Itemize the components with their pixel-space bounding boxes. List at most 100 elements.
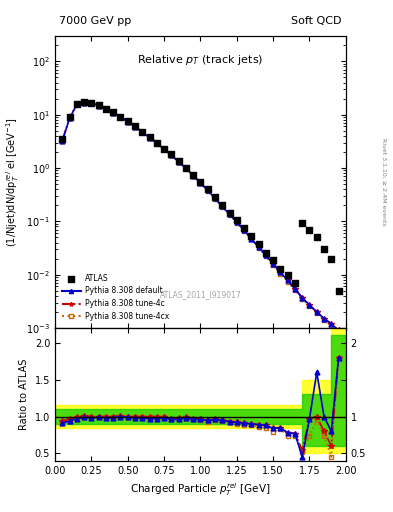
Pythia 8.308 tune-4c xyxy=(278,269,283,275)
ATLAS xyxy=(103,104,109,113)
Pythia 8.308 default xyxy=(133,124,138,130)
Pythia 8.308 tune-4c xyxy=(322,315,327,322)
Pythia 8.308 tune-4c xyxy=(263,252,268,259)
ATLAS xyxy=(314,233,320,242)
Pythia 8.308 tune-4c xyxy=(314,309,319,315)
Pythia 8.308 tune-4cx xyxy=(67,115,72,121)
ATLAS xyxy=(154,138,160,146)
Pythia 8.308 tune-4c xyxy=(147,134,152,140)
Pythia 8.308 default xyxy=(82,99,86,105)
ATLAS xyxy=(132,122,138,131)
Pythia 8.308 tune-4c xyxy=(140,129,145,135)
Pythia 8.308 default xyxy=(191,173,196,179)
Legend: ATLAS, Pythia 8.308 default, Pythia 8.308 tune-4c, Pythia 8.308 tune-4cx: ATLAS, Pythia 8.308 default, Pythia 8.30… xyxy=(59,271,172,324)
Pythia 8.308 tune-4cx xyxy=(191,173,196,179)
Pythia 8.308 tune-4cx xyxy=(227,211,232,218)
Pythia 8.308 tune-4c xyxy=(125,118,130,124)
Pythia 8.308 tune-4cx xyxy=(111,110,116,116)
Pythia 8.308 default xyxy=(118,114,123,120)
Pythia 8.308 tune-4c xyxy=(213,195,217,201)
Pythia 8.308 tune-4cx xyxy=(249,236,254,242)
Pythia 8.308 default xyxy=(184,165,188,172)
Pythia 8.308 default xyxy=(242,227,246,233)
Pythia 8.308 tune-4cx xyxy=(336,330,341,336)
ATLAS xyxy=(248,232,255,241)
Pythia 8.308 default xyxy=(198,180,203,186)
Pythia 8.308 tune-4c xyxy=(75,101,79,107)
Pythia 8.308 default xyxy=(220,203,225,209)
Pythia 8.308 tune-4cx xyxy=(104,105,108,112)
Pythia 8.308 tune-4cx xyxy=(82,99,86,105)
Pythia 8.308 tune-4cx xyxy=(213,196,217,202)
Pythia 8.308 tune-4c xyxy=(336,327,341,333)
Pythia 8.308 default xyxy=(278,269,283,275)
Pythia 8.308 default xyxy=(111,110,116,116)
ATLAS xyxy=(219,201,226,209)
Pythia 8.308 tune-4c xyxy=(111,110,116,116)
ATLAS xyxy=(117,113,123,121)
ATLAS xyxy=(59,135,65,143)
Text: Rivet 3.1.10; ≥ 2.4M events: Rivet 3.1.10; ≥ 2.4M events xyxy=(381,138,386,226)
Pythia 8.308 tune-4cx xyxy=(125,118,130,124)
Pythia 8.308 default xyxy=(75,101,79,108)
Pythia 8.308 tune-4cx xyxy=(300,296,305,302)
Pythia 8.308 tune-4c xyxy=(162,145,167,152)
Pythia 8.308 tune-4cx xyxy=(314,310,319,316)
ATLAS xyxy=(270,255,276,264)
Pythia 8.308 tune-4cx xyxy=(169,152,174,158)
ATLAS xyxy=(175,157,182,165)
Pythia 8.308 tune-4cx xyxy=(176,159,181,165)
Pythia 8.308 tune-4cx xyxy=(198,180,203,186)
Pythia 8.308 tune-4cx xyxy=(292,287,297,293)
ATLAS xyxy=(110,109,116,117)
Pythia 8.308 tune-4c xyxy=(96,102,101,109)
Pythia 8.308 default xyxy=(206,187,210,194)
Pythia 8.308 default xyxy=(213,195,217,201)
Pythia 8.308 default xyxy=(67,115,72,121)
Pythia 8.308 tune-4c xyxy=(227,211,232,218)
Pythia 8.308 tune-4c xyxy=(184,165,188,172)
Pythia 8.308 default xyxy=(300,294,305,301)
ATLAS xyxy=(328,254,334,263)
Pythia 8.308 tune-4c xyxy=(198,180,203,186)
Pythia 8.308 tune-4cx xyxy=(278,270,283,276)
Pythia 8.308 tune-4c xyxy=(285,278,290,284)
Pythia 8.308 tune-4cx xyxy=(242,228,246,234)
ATLAS xyxy=(292,279,298,287)
Pythia 8.308 default xyxy=(249,236,254,242)
Line: Pythia 8.308 tune-4cx: Pythia 8.308 tune-4cx xyxy=(60,100,341,335)
Pythia 8.308 default xyxy=(285,278,290,284)
Pythia 8.308 default xyxy=(176,159,181,165)
ATLAS xyxy=(197,178,204,186)
Pythia 8.308 tune-4cx xyxy=(75,101,79,108)
Line: Pythia 8.308 default: Pythia 8.308 default xyxy=(60,100,341,333)
ATLAS xyxy=(66,113,73,121)
Pythia 8.308 default xyxy=(154,140,159,146)
ATLAS xyxy=(307,225,313,233)
Line: Pythia 8.308 tune-4c: Pythia 8.308 tune-4c xyxy=(59,99,342,333)
Pythia 8.308 tune-4cx xyxy=(60,138,64,144)
Pythia 8.308 tune-4cx xyxy=(263,253,268,260)
Y-axis label: (1/Njet)dN/dp$^{rel}_{T}$ el [GeV$^{-1}$]: (1/Njet)dN/dp$^{rel}_{T}$ el [GeV$^{-1}$… xyxy=(4,117,20,247)
Pythia 8.308 tune-4c xyxy=(271,261,275,267)
ATLAS xyxy=(255,240,262,248)
Text: Relative $p_{T}$ (track jets): Relative $p_{T}$ (track jets) xyxy=(137,53,264,68)
Pythia 8.308 tune-4c xyxy=(104,105,108,112)
Pythia 8.308 tune-4c xyxy=(234,219,239,225)
Pythia 8.308 tune-4c xyxy=(154,139,159,145)
Pythia 8.308 tune-4cx xyxy=(140,129,145,135)
Text: Soft QCD: Soft QCD xyxy=(292,15,342,26)
ATLAS xyxy=(226,208,233,217)
ATLAS xyxy=(95,101,102,110)
Pythia 8.308 tune-4cx xyxy=(96,102,101,109)
Pythia 8.308 tune-4c xyxy=(191,172,196,178)
Pythia 8.308 tune-4c xyxy=(206,187,210,194)
Text: ATLAS_2011_I919017: ATLAS_2011_I919017 xyxy=(160,290,241,299)
X-axis label: Charged Particle $p^{rel}_{T}$ [GeV]: Charged Particle $p^{rel}_{T}$ [GeV] xyxy=(130,481,271,498)
Pythia 8.308 tune-4c xyxy=(82,99,86,105)
Pythia 8.308 tune-4cx xyxy=(147,134,152,140)
Pythia 8.308 default xyxy=(336,327,341,333)
ATLAS xyxy=(299,219,305,227)
Pythia 8.308 tune-4cx xyxy=(329,323,334,329)
Pythia 8.308 default xyxy=(329,321,334,327)
